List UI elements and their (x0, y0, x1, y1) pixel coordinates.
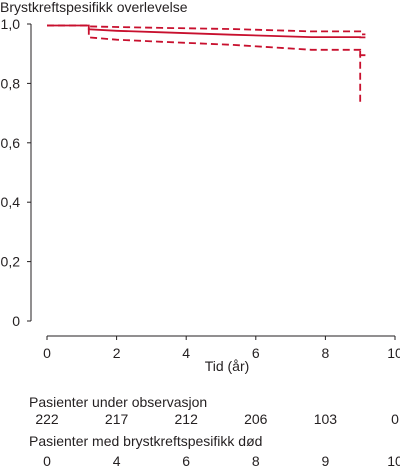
risk-table-value: 9 (322, 453, 330, 468)
y-tick-label: 0 (12, 313, 20, 329)
risk-table-value: 0 (43, 453, 51, 468)
risk-table-value: 103 (314, 411, 338, 427)
y-axis: 0 0,2 0,4 0,6 0,8 1,0 (1, 16, 32, 329)
x-tick-label: 4 (182, 345, 190, 361)
x-axis: 0 2 4 6 8 10 (43, 335, 400, 361)
risk-table-value: 8 (252, 453, 260, 468)
risk-table-value: 222 (35, 411, 59, 427)
y-tick-label: 0,6 (1, 135, 21, 151)
x-tick-label: 10 (387, 345, 400, 361)
survival-curve-line-0 (47, 24, 366, 39)
risk-table-value: 0 (391, 411, 399, 427)
y-tick-label: 1,0 (1, 16, 21, 32)
risk-table-value: 217 (105, 411, 129, 427)
series-layer (47, 24, 366, 105)
y-tick-label: 0,8 (1, 75, 21, 91)
risk-table-row-label: Pasienter med brystkreftspesifikk død (29, 433, 262, 449)
risk-table-value: 6 (182, 453, 190, 468)
x-axis-label: Tid (år) (205, 358, 250, 374)
y-tick-label: 0,2 (1, 254, 21, 270)
x-tick-label: 6 (252, 345, 260, 361)
risk-table-value: 4 (113, 453, 121, 468)
confidence-band-line-2 (47, 24, 366, 57)
x-tick-label: 0 (43, 345, 51, 361)
risk-table-row-label: Pasienter under observasjon (29, 394, 207, 410)
risk-table-value: 212 (175, 411, 199, 427)
risk-table-value: 10 (387, 453, 400, 468)
risk-table-value: 206 (244, 411, 268, 427)
y-tick-label: 0,4 (1, 194, 21, 210)
x-tick-label: 8 (322, 345, 330, 361)
chart-title: Brystkreftspesifikk overlevelse (0, 0, 188, 15)
x-tick-label: 2 (113, 345, 121, 361)
